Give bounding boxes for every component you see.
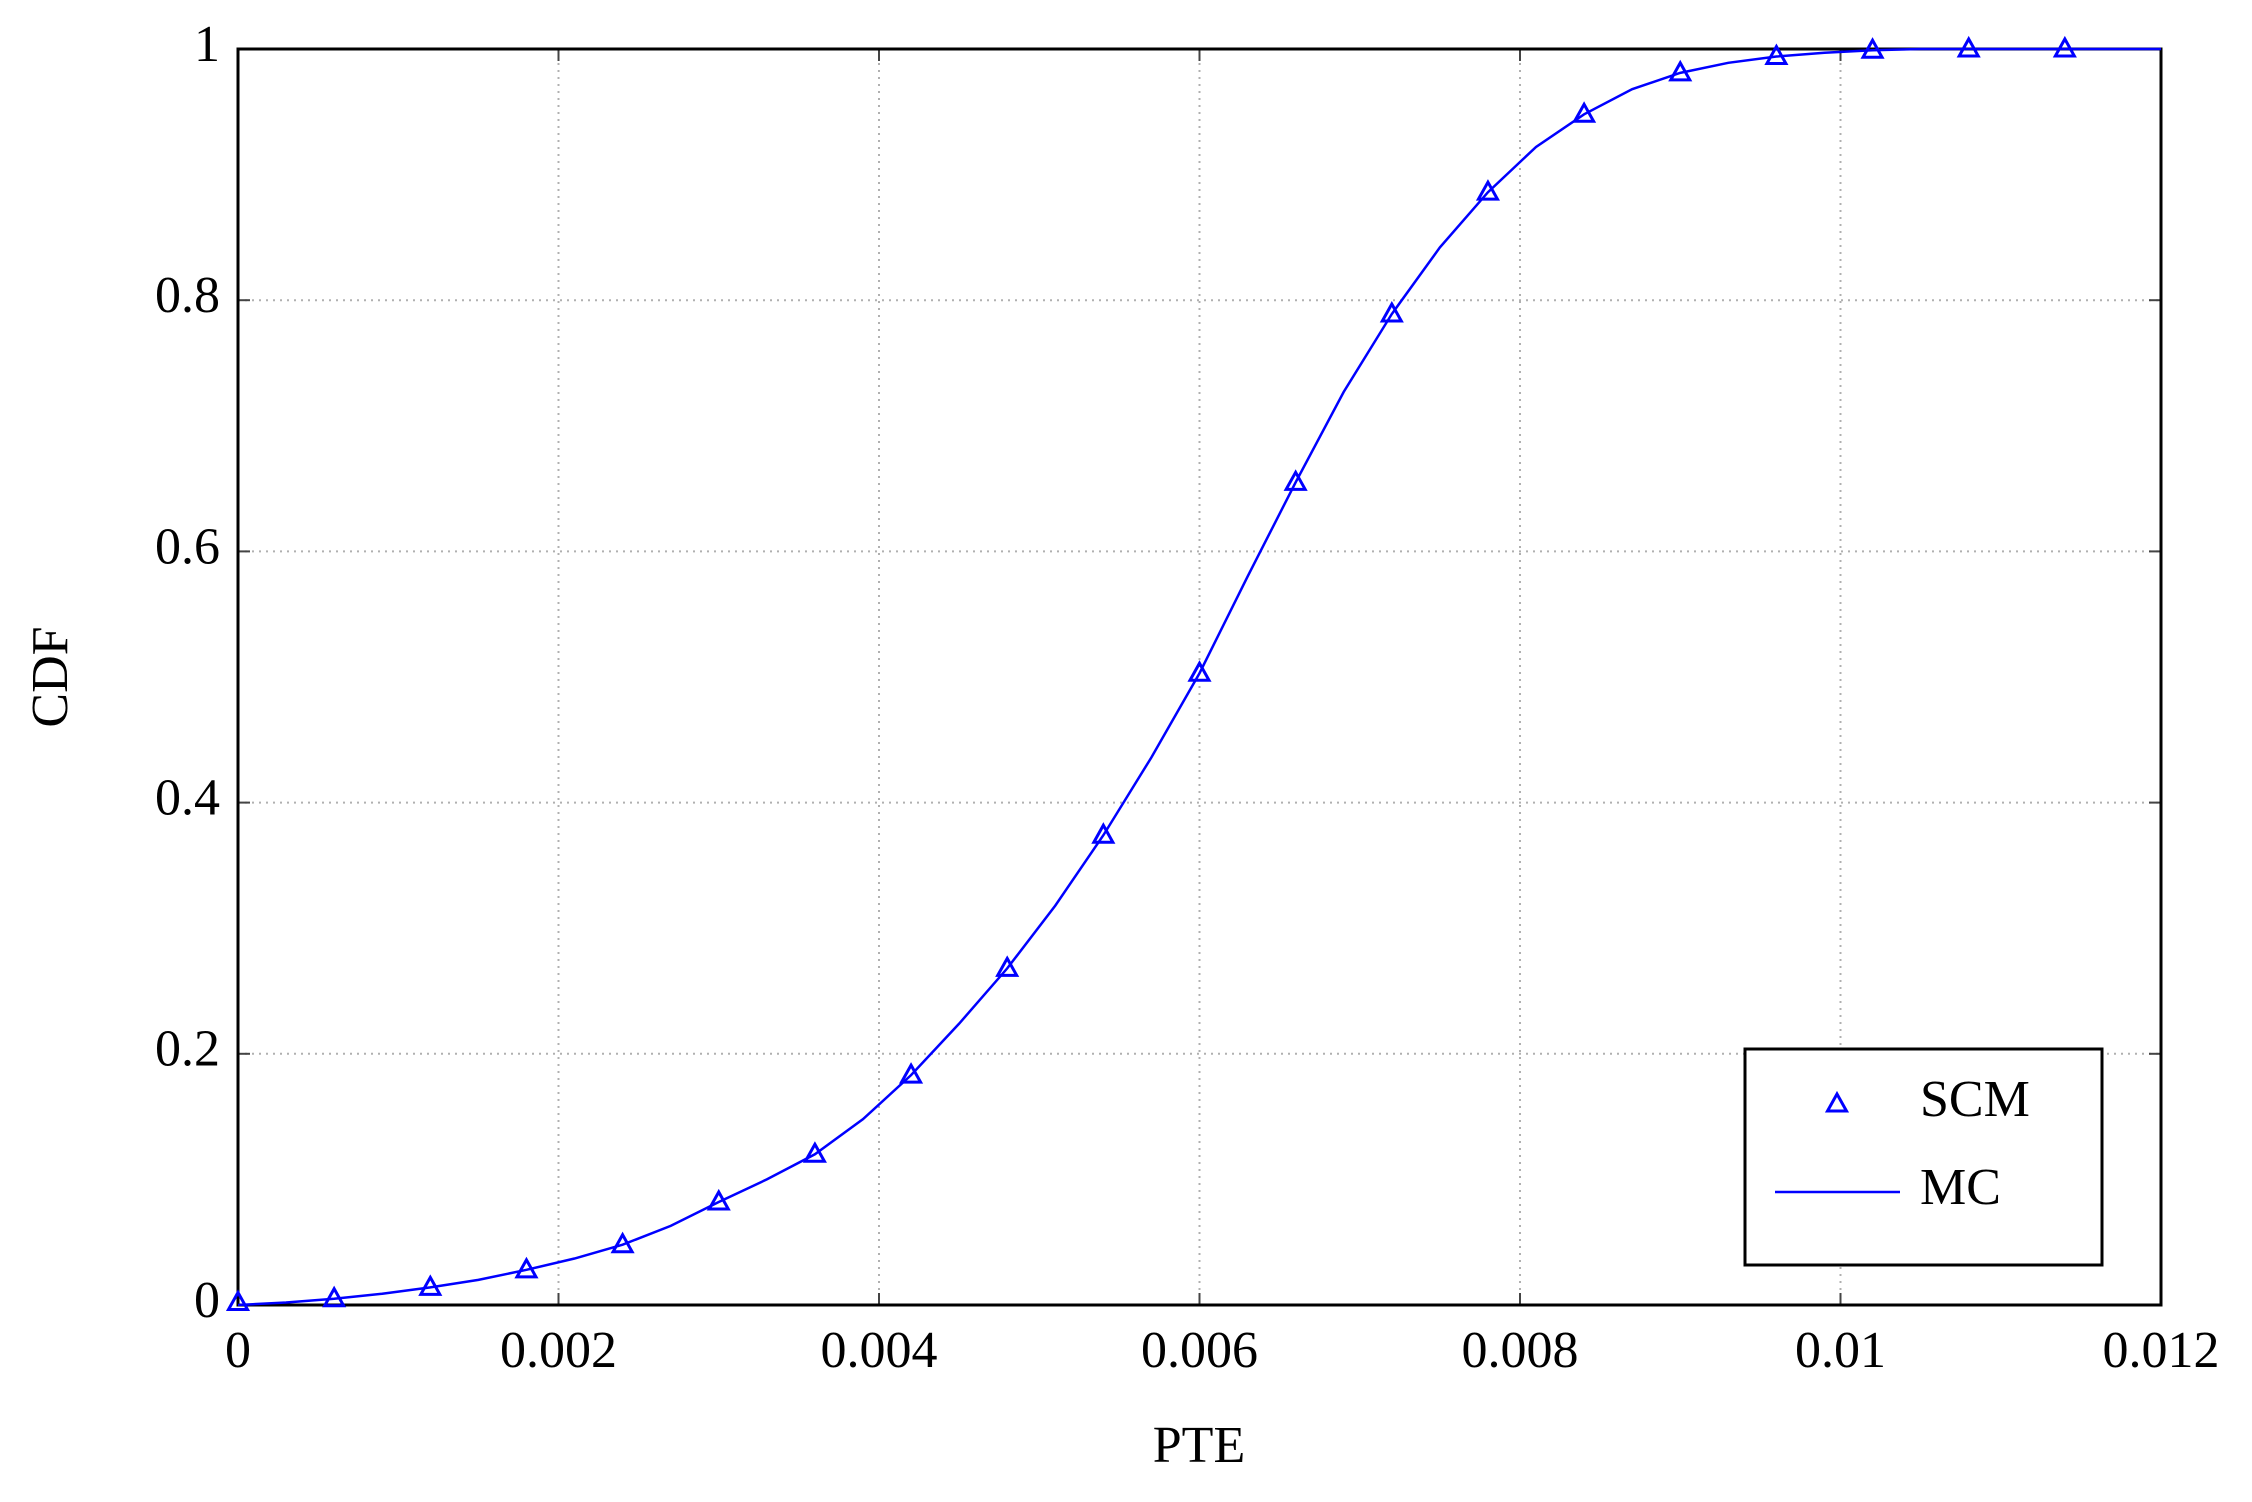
marker (1475, 179, 1501, 201)
marker (225, 1289, 251, 1311)
y-tick-label: 0.4 (155, 770, 220, 827)
legend-box (1743, 1047, 2104, 1267)
marker (1283, 469, 1308, 491)
y-tick-label: 0.8 (155, 267, 220, 324)
marker (1956, 35, 1981, 58)
marker (1379, 300, 1404, 323)
marker (995, 955, 1020, 977)
legend-label: MC (1920, 1159, 2001, 1216)
y-tick-label: 0.6 (155, 518, 220, 575)
line (237, 47, 2161, 1307)
legend-marker (1824, 1090, 1850, 1113)
y-axis-label: CDF (22, 626, 79, 727)
marker (2052, 35, 2077, 58)
plot-frame (236, 47, 2163, 1307)
x-tick-label: 0.004 (821, 1322, 938, 1379)
marker (802, 1141, 827, 1163)
marker (1187, 660, 1212, 682)
legend-label: SCM (1920, 1071, 2030, 1128)
marker (898, 1062, 924, 1084)
x-tick-label: 0.012 (2103, 1322, 2220, 1379)
marker (1091, 822, 1116, 844)
y-tick-label: 0.2 (155, 1021, 220, 1078)
y-tick-label: 0 (194, 1272, 220, 1329)
x-axis-label: PTE (1153, 1417, 1245, 1474)
y-tick-label: 1 (194, 16, 220, 73)
x-tick-label: 0 (225, 1322, 251, 1379)
x-tick-label: 0.008 (1462, 1322, 1579, 1379)
marker (1860, 37, 1885, 59)
x-tick-label: 0.01 (1795, 1322, 1886, 1379)
x-tick-label: 0.006 (1141, 1322, 1258, 1379)
x-tick-label: 0.002 (500, 1322, 617, 1379)
